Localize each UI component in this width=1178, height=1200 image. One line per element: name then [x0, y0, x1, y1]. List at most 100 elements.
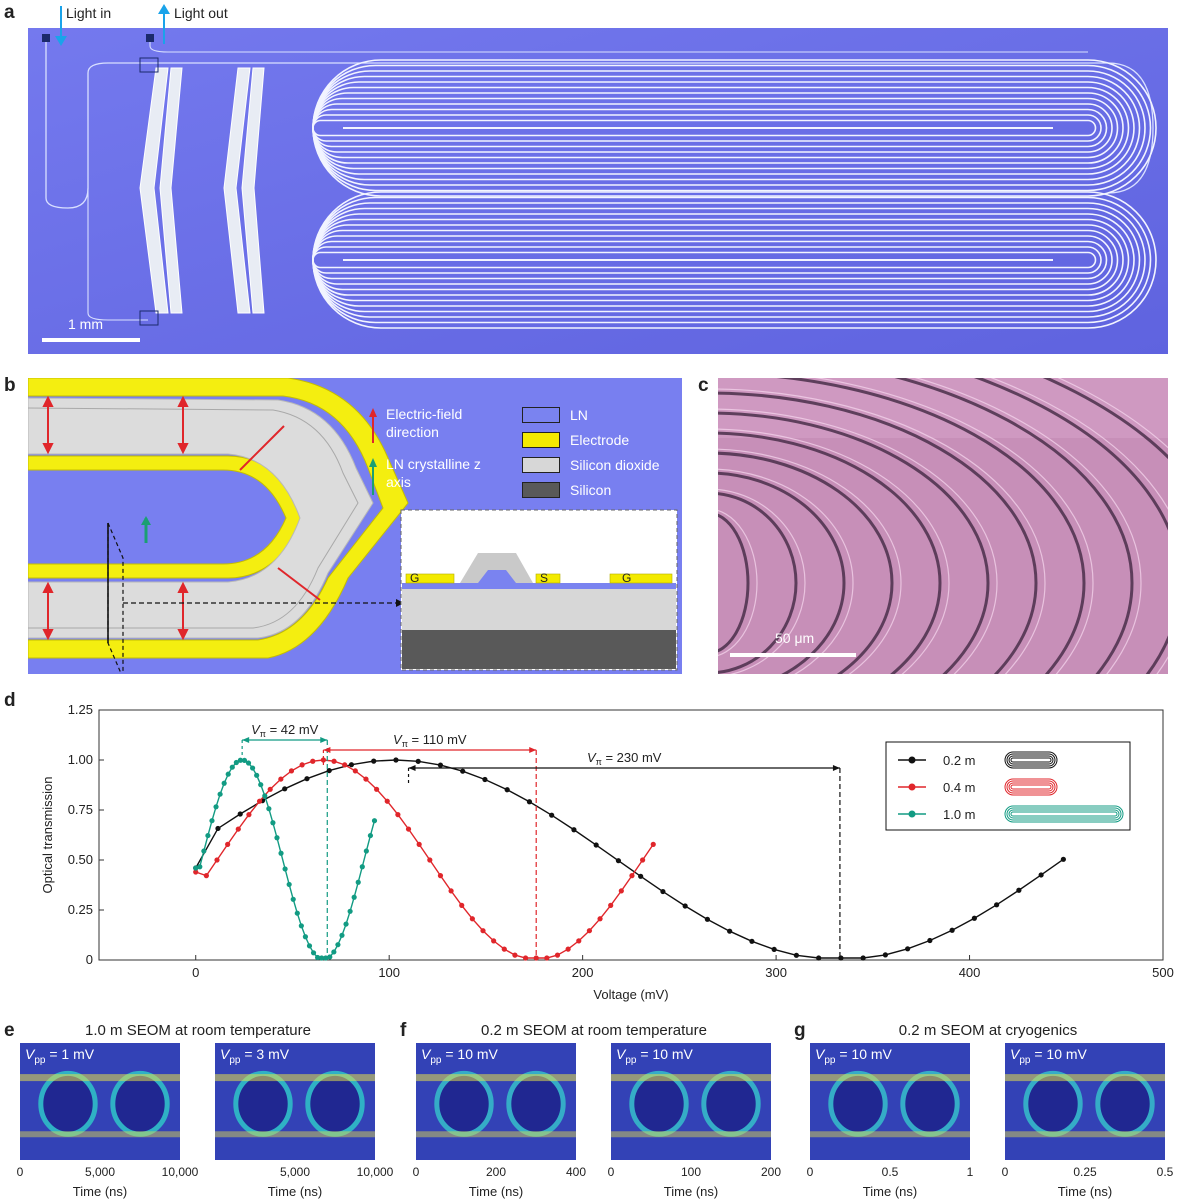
schematic-drawing: [28, 378, 678, 674]
series-line: [195, 759, 654, 959]
data-point: [749, 938, 755, 944]
cross-section-g2: G: [622, 571, 632, 585]
spiral-thumbnail-icon: [1004, 778, 1058, 796]
data-point: [1060, 856, 1066, 862]
x-tick-label: 100: [378, 965, 400, 980]
data-point: [554, 952, 561, 958]
data-point: [448, 888, 454, 894]
data-point: [618, 888, 624, 894]
eye-diagram-plot: [810, 1043, 970, 1160]
data-point: [355, 879, 361, 885]
electrode-3d-schematic: [28, 378, 682, 674]
data-point: [544, 955, 550, 961]
data-point: [214, 857, 220, 863]
panel-label-b: b: [4, 375, 16, 396]
x-axis-label: Time (ns): [468, 1184, 524, 1199]
data-point: [288, 768, 295, 774]
x-tick-label: 0.5: [881, 1165, 899, 1179]
data-point: [342, 762, 348, 768]
data-point: [597, 916, 603, 922]
data-point: [339, 932, 345, 938]
vpi-annotation: Vπ = 42 mV: [251, 722, 319, 739]
spiral-bottom: [312, 191, 1157, 329]
eye-diagram-plot: [1005, 1043, 1165, 1160]
data-point: [262, 793, 268, 799]
x-tick-label: 10,000: [356, 1165, 394, 1179]
data-point: [348, 762, 355, 768]
data-point: [193, 869, 199, 875]
data-point: [193, 865, 199, 871]
cross-section-s: S: [540, 571, 549, 585]
material-legend-item: Silicon dioxide: [522, 452, 692, 477]
material-legend-item: LN: [522, 402, 692, 427]
data-point: [682, 903, 688, 909]
data-point: [459, 902, 465, 908]
material-label: Electrode: [570, 431, 630, 448]
x-tick-label: 400: [959, 965, 981, 980]
data-point: [229, 764, 235, 770]
data-point: [460, 768, 466, 774]
data-point: [586, 928, 593, 934]
data-point: [209, 818, 215, 824]
eye-diagram-plot: [215, 1043, 375, 1160]
data-point: [771, 946, 777, 953]
legend-item: 0.2 m: [898, 751, 1058, 769]
scale-bar-c: [730, 653, 856, 657]
legend-arrow-icons: [369, 408, 377, 495]
data-point: [576, 938, 582, 944]
data-point: [304, 776, 310, 782]
data-point: [343, 921, 349, 927]
x-axis-label: Time (ns): [72, 1184, 128, 1199]
data-point: [351, 894, 357, 900]
data-point: [816, 955, 822, 961]
data-point: [274, 835, 280, 841]
data-point: [405, 826, 412, 832]
data-point: [299, 762, 305, 768]
data-point: [250, 765, 256, 771]
eye-panel-title: 0.2 m SEOM at cryogenics: [898, 1022, 1078, 1039]
cross-section-g1: G: [410, 571, 420, 585]
spiral-thumbnail-icon: [1004, 751, 1058, 769]
data-point: [258, 782, 264, 788]
chip-layout-drawing: [28, 28, 1168, 354]
panel-label-e: e: [4, 1020, 15, 1041]
material-swatch: [522, 406, 560, 423]
data-point: [319, 955, 325, 961]
data-point: [221, 780, 227, 786]
data-point: [882, 952, 888, 958]
y-tick-label: 1.00: [68, 752, 93, 767]
x-axis-label: Time (ns): [862, 1184, 918, 1199]
data-point: [241, 757, 248, 764]
data-point: [363, 848, 369, 854]
x-tick-label: 0: [192, 965, 199, 980]
material-label: LN: [570, 406, 588, 423]
data-point: [615, 858, 622, 864]
y-tick-label: 0.75: [68, 802, 93, 817]
data-point: [629, 873, 635, 879]
data-point: [1038, 872, 1044, 878]
x-tick-label: 0.5: [1156, 1165, 1174, 1179]
spiral-top: [312, 59, 1157, 197]
legend-ln-z-axis: LN crystalline z axis: [386, 456, 481, 490]
data-point: [512, 952, 518, 958]
data-point: [267, 786, 273, 792]
eye-panel-title: 0.2 m SEOM at room temperature: [481, 1022, 707, 1039]
data-point: [315, 954, 321, 961]
material-label: Silicon: [570, 481, 612, 498]
x-tick-label: 5,000: [279, 1165, 311, 1179]
data-point: [359, 864, 365, 870]
data-point: [254, 772, 260, 778]
data-point: [310, 950, 317, 956]
data-point: [310, 758, 316, 764]
data-point: [197, 864, 203, 870]
material-swatch: [522, 481, 560, 498]
data-point: [363, 776, 369, 782]
data-point: [278, 776, 284, 782]
panel-label-a: a: [4, 2, 15, 23]
y-tick-label: 0.50: [68, 852, 93, 867]
x-tick-label: 500: [1152, 965, 1174, 980]
plot-frame: [98, 709, 1164, 961]
data-point: [203, 873, 209, 879]
data-point: [331, 758, 337, 764]
data-point: [437, 762, 444, 768]
